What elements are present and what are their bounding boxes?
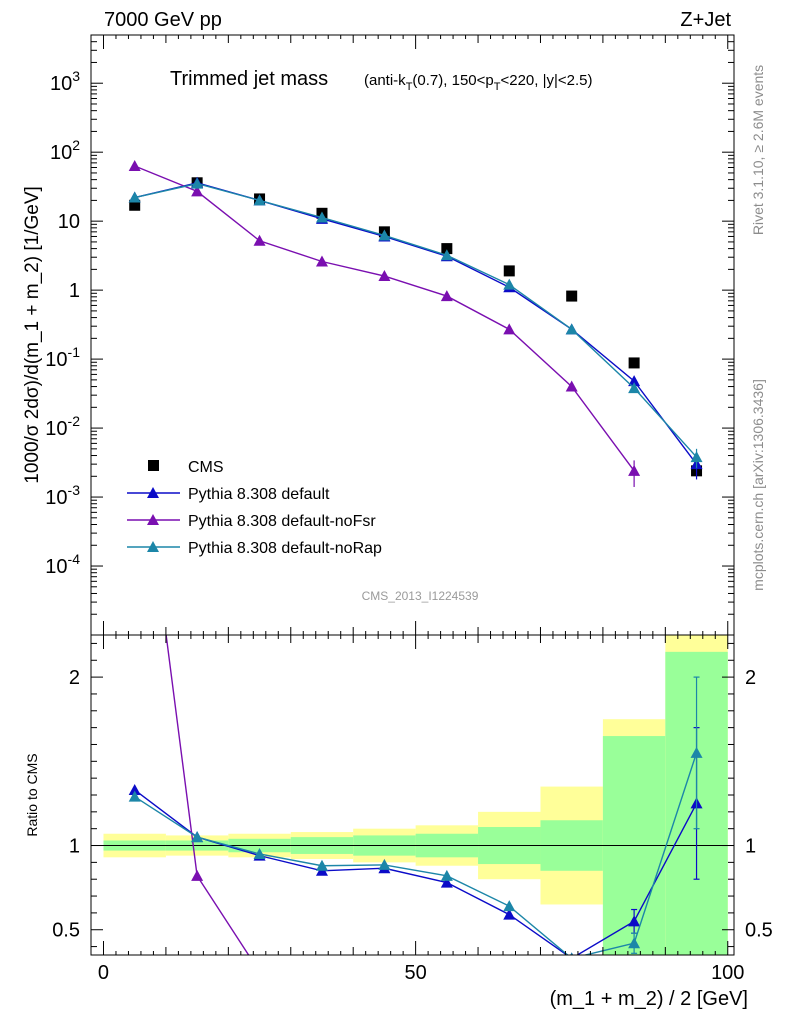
series-2-point [253, 234, 266, 246]
ratio-series-0-point [628, 915, 641, 927]
cms-data-point [441, 243, 453, 255]
ratio-series-1-point [503, 984, 515, 995]
ratio-series-1-point [441, 974, 453, 985]
series-1-point [628, 375, 641, 387]
series-3-point [503, 278, 516, 290]
chart-subtitle: (anti-kT(0.7), 150<pT<220, |y|<2.5) [364, 72, 593, 93]
legend: CMS Pythia 8.308 default Pythia 8.308 defa… [127, 459, 382, 557]
main-y-axis-label: 1000/σ 2dσ)/d(m_1 + m_2) [1/GeV] [22, 186, 43, 484]
series-3-point [128, 191, 141, 203]
x-tick-label: 100 [711, 962, 744, 984]
ratio-series-2-point [315, 859, 328, 871]
series-3-point [191, 177, 204, 189]
ratio-series-2-point [378, 858, 391, 870]
legend-marker [147, 514, 159, 525]
series-2-point [565, 380, 578, 392]
legend-label: CMS [188, 459, 224, 476]
header-left: 7000 GeV pp [104, 9, 222, 31]
series-3-point [628, 382, 641, 394]
ratio-y-tick-label: 2 [69, 667, 80, 689]
ratio-series-0-line [134, 789, 698, 955]
ratio-series-2-point [690, 746, 703, 758]
ratio-series-2-point [128, 790, 141, 802]
ratio-y-axis-label: Ratio to CMS [24, 753, 40, 836]
ratio-series-0-point [503, 908, 516, 920]
series-2-point [503, 323, 516, 335]
analysis-id: CMS_2013_I1224539 [362, 589, 479, 603]
cms-data-point [628, 357, 640, 369]
main-series-layer [128, 160, 703, 487]
ratio-series-0-point [128, 783, 141, 795]
series-1-line [134, 182, 698, 465]
side-label-rivet: Rivet 3.1.10, ≥ 2.6M events [750, 65, 766, 235]
series-2-line [134, 165, 635, 472]
series-2-point [128, 160, 141, 172]
series-3-point [565, 323, 578, 335]
series-2-point [378, 270, 391, 282]
ratio-series-1-point [129, 385, 141, 396]
series-2-point [628, 464, 641, 476]
ratio-series-2-point [503, 900, 516, 912]
legend-marker-cms [148, 460, 159, 471]
series-2-point [315, 255, 328, 267]
y-tick-label: 10-2 [45, 413, 80, 440]
series-2-point [191, 185, 204, 197]
x-tick-label: 0 [98, 962, 109, 984]
y-tick-label: 10 [58, 211, 80, 233]
x-axis-label: (m_1 + m_2) / 2 [GeV] [550, 988, 748, 1010]
series-3-point [440, 249, 453, 261]
ratio-y-tick-label-right: 0.5 [745, 920, 773, 942]
legend-label: Pythia 8.308 default-noFsr [188, 513, 376, 530]
ratio-series-2-point [628, 937, 641, 949]
ratio-series-2-point [440, 869, 453, 881]
y-tick-label: 103 [50, 68, 80, 95]
series-3-point [315, 211, 328, 223]
ratio-uncertainty-bands [103, 635, 728, 955]
ratio-axis-ticks: 0 50 1000.5 0.51 12 2 [52, 635, 773, 984]
series-3-point [378, 229, 391, 241]
series-3-line [134, 182, 698, 458]
y-tick-label: 10-1 [45, 344, 80, 371]
legend-label: Pythia 8.308 default-noRap [188, 540, 382, 557]
ratio-series-2-point [191, 831, 204, 843]
ratio-series-1-point [378, 971, 390, 982]
ratio-series-2-point [253, 847, 266, 859]
y-tick-label: 10-4 [45, 551, 80, 578]
ratio-y-tick-label: 0.5 [52, 920, 80, 942]
legend-marker [147, 541, 159, 552]
y-tick-label: 102 [50, 137, 80, 164]
ratio-y-tick-label: 1 [69, 836, 80, 858]
y-tick-label: 10-3 [45, 482, 80, 509]
cms-data-point [129, 199, 141, 211]
ratio-series-1-point [254, 966, 266, 977]
ratio-series-1-line [165, 635, 250, 955]
header-right: Z+Jet [680, 9, 731, 31]
ratio-series-1-point [316, 974, 328, 985]
series-2-point [440, 290, 453, 302]
main-axis-ticks: 10-4 10-3 10-2 10-1 1 10 102 103 [45, 34, 734, 636]
ratio-y-tick-label-right: 1 [745, 836, 756, 858]
legend-label: Pythia 8.308 default [188, 486, 330, 503]
ratio-series-layer [128, 385, 703, 995]
series-3-point [690, 451, 703, 463]
x-tick-label: 50 [404, 962, 426, 984]
chart-title: Trimmed jet mass [170, 68, 328, 90]
y-tick-label: 1 [69, 280, 80, 302]
ratio-series-2-point [570, 952, 574, 955]
cms-data-point [566, 290, 578, 302]
ratio-series-1-point [191, 869, 204, 881]
ratio-y-tick-label-right: 2 [745, 667, 756, 689]
ratio-series-0-point [440, 876, 453, 888]
legend-marker [147, 487, 159, 498]
series-3-point [253, 194, 266, 206]
cms-data-point [503, 265, 515, 277]
side-label-mcplots: mcplots.cern.ch [arXiv:1306.3436] [750, 379, 766, 591]
